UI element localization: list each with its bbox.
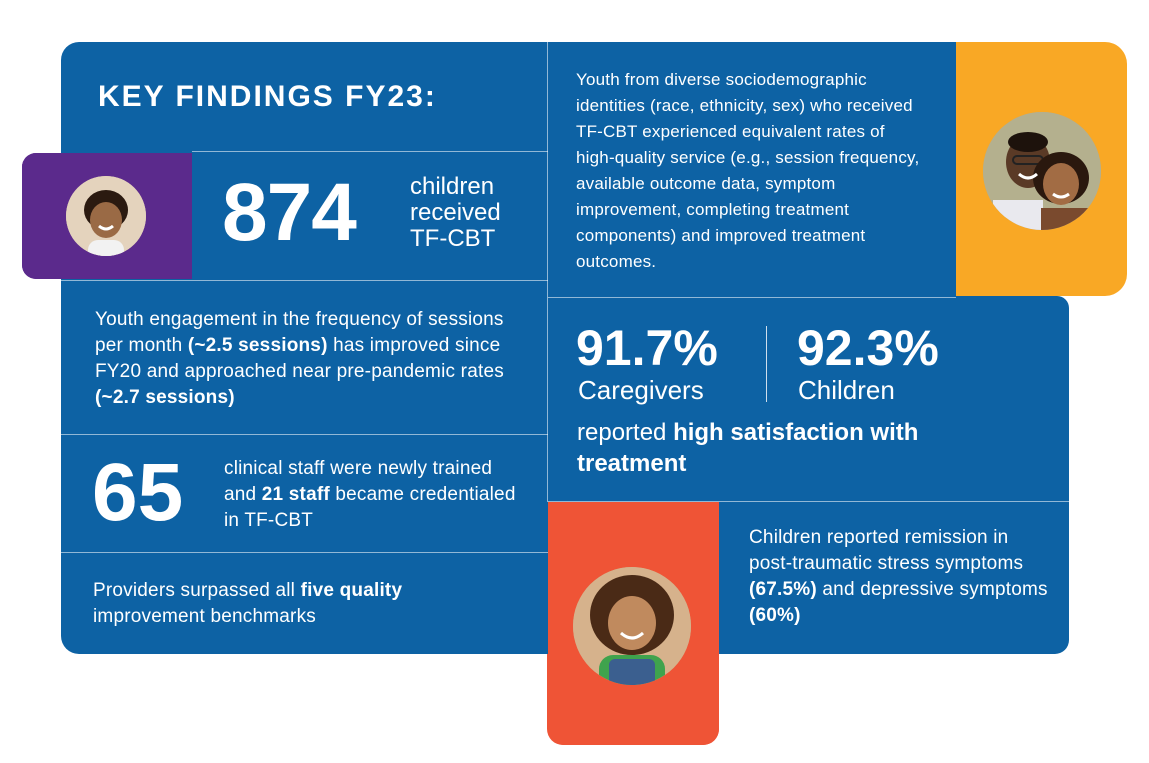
stat-separator <box>766 326 767 402</box>
remission-bold-1: (67.5%) <box>749 579 817 600</box>
remission-text-1: Children reported remission in post-trau… <box>749 527 1024 574</box>
children-caption-line2: received <box>410 199 501 226</box>
remission-text: Children reported remission in post-trau… <box>749 525 1049 629</box>
divider <box>61 552 548 553</box>
providers-text-1: Providers surpassed all <box>93 580 301 601</box>
caregivers-percent: 91.7% <box>576 320 718 376</box>
engagement-bold-1: (~2.5 sessions) <box>187 335 328 356</box>
engagement-text: Youth engagement in the frequency of ses… <box>95 307 515 411</box>
satisfaction-text: reported high satisfaction with treatmen… <box>577 417 947 479</box>
children-count: 874 <box>222 167 357 258</box>
engagement-text-1: Youth engagement in the frequency of ses… <box>95 309 504 356</box>
divider <box>61 434 548 435</box>
right-top-panel <box>548 42 956 296</box>
boy-photo <box>66 176 146 256</box>
providers-text-2: improvement benchmarks <box>93 606 316 627</box>
girl-photo <box>573 567 691 685</box>
satisfaction-text-1: reported <box>577 419 674 446</box>
diversity-text: Youth from diverse sociodemographic iden… <box>576 70 920 271</box>
page-title: KEY FINDINGS FY23: <box>98 80 437 113</box>
divider <box>192 151 548 152</box>
divider <box>547 42 548 502</box>
divider <box>548 297 956 298</box>
staff-bold-1: 21 staff <box>261 484 330 505</box>
providers-text: Providers surpassed all five quality imp… <box>93 578 473 630</box>
providers-bold-1: five quality <box>300 580 403 601</box>
children-caption: children received TF-CBT <box>410 174 501 252</box>
staff-text-1: clinical staff were newly trained and <box>224 458 493 505</box>
divider <box>548 501 1069 502</box>
children-percent: 92.3% <box>797 320 939 376</box>
divider <box>61 280 548 281</box>
children-caption-line1: children <box>410 173 495 200</box>
staff-text-2: became credentialed in TF-CBT <box>224 484 516 531</box>
staff-count: 65 <box>92 447 184 538</box>
satisfaction-bold-1: high satisfaction with treatment <box>577 419 919 477</box>
couple-photo <box>983 112 1101 230</box>
children-label: Children <box>798 375 895 405</box>
engagement-bold-2: (~2.7 sessions) <box>95 387 235 408</box>
engagement-text-2: has improved since FY20 and approached n… <box>95 335 504 382</box>
children-caption-line3: TF-CBT <box>410 225 496 252</box>
caregivers-label: Caregivers <box>578 375 704 405</box>
remission-bold-2: (60%) <box>749 605 801 626</box>
staff-text: clinical staff were newly trained and 21… <box>224 456 524 534</box>
right-mid-panel <box>548 296 1069 502</box>
right-bottom-panel <box>719 502 1069 654</box>
remission-text-2: and depressive symptoms <box>816 579 1048 600</box>
